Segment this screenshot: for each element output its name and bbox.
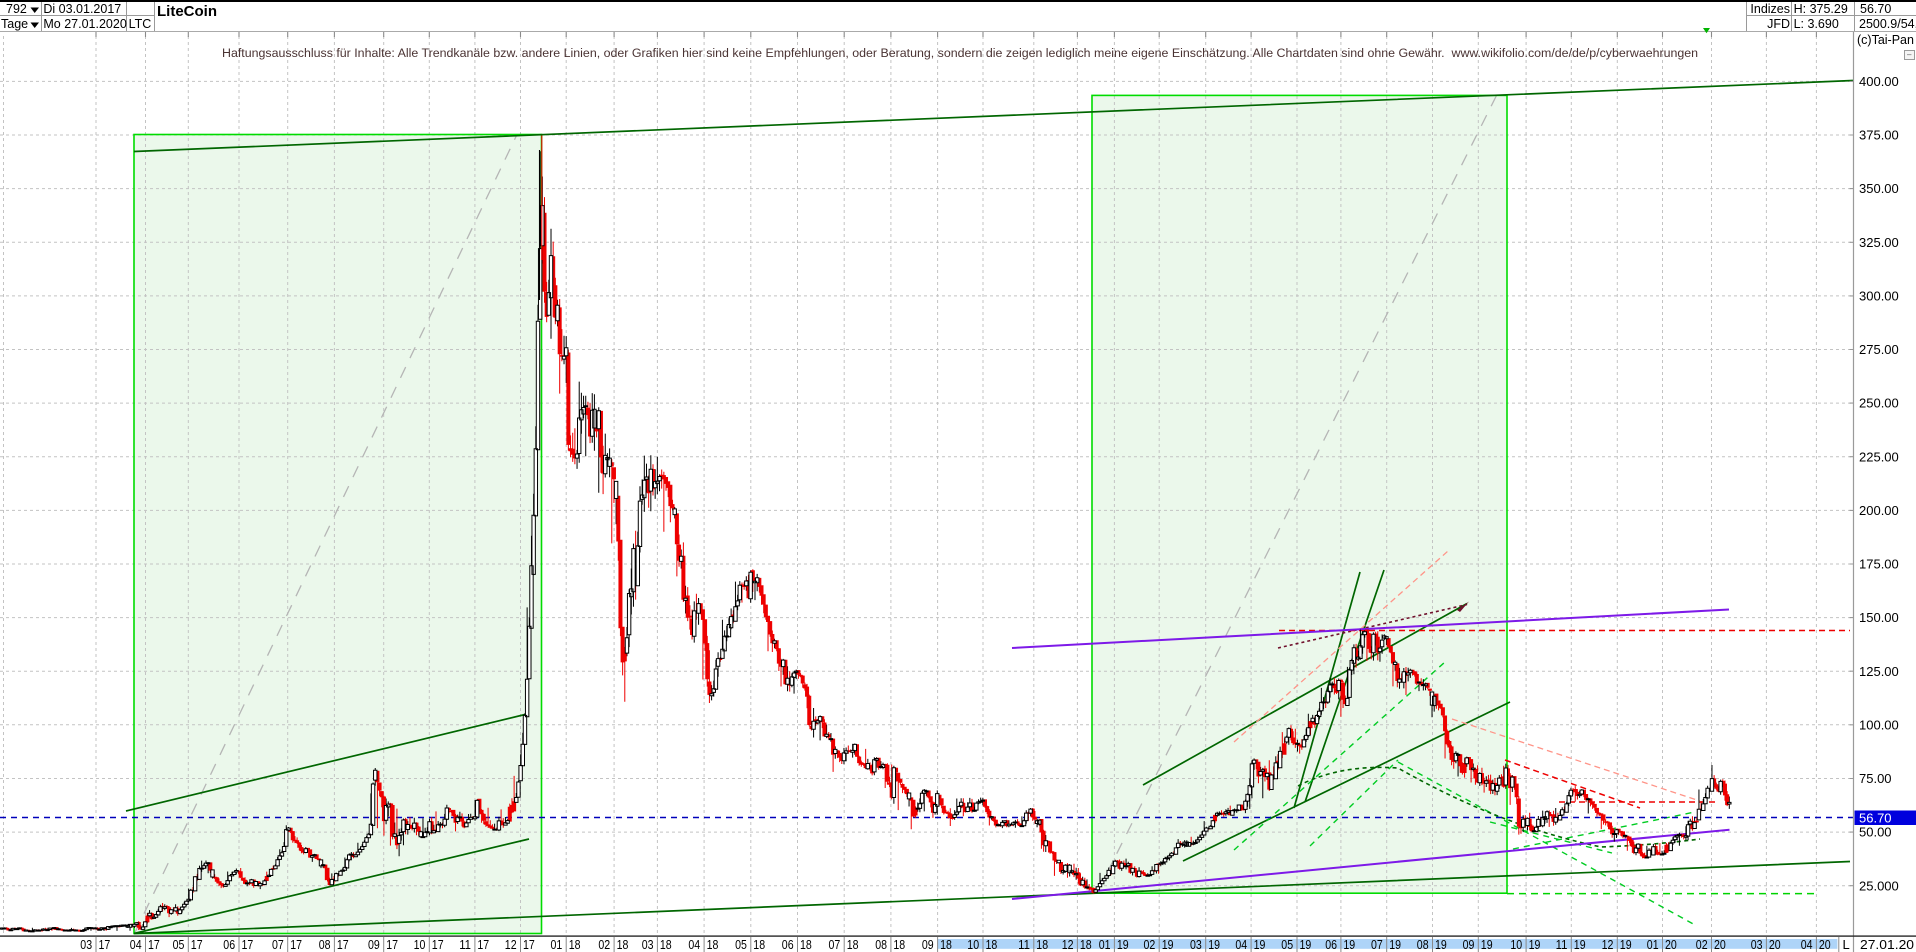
svg-text:06: 06 — [782, 937, 794, 952]
svg-text:10: 10 — [414, 937, 426, 952]
svg-text:18: 18 — [1036, 937, 1048, 952]
svg-text:18: 18 — [847, 937, 859, 952]
svg-text:20: 20 — [1769, 937, 1781, 952]
svg-text:27.01.20: 27.01.20 — [1860, 937, 1914, 952]
svg-text:10: 10 — [967, 937, 979, 952]
svg-text:09: 09 — [1463, 937, 1475, 952]
svg-text:19: 19 — [1529, 937, 1541, 952]
svg-text:18: 18 — [800, 937, 812, 952]
svg-text:01: 01 — [1099, 937, 1111, 952]
svg-text:17: 17 — [290, 937, 302, 952]
svg-text:01: 01 — [1647, 937, 1659, 952]
svg-text:17: 17 — [386, 937, 398, 952]
svg-text:05: 05 — [735, 937, 747, 952]
svg-text:03: 03 — [642, 937, 654, 952]
svg-text:18: 18 — [986, 937, 998, 952]
svg-text:18: 18 — [893, 937, 905, 952]
svg-text:17: 17 — [191, 937, 203, 952]
svg-text:20: 20 — [1665, 937, 1677, 952]
svg-text:100.00: 100.00 — [1859, 717, 1899, 732]
svg-text:09: 09 — [922, 937, 934, 952]
svg-text:175.00: 175.00 — [1859, 557, 1899, 572]
svg-text:04: 04 — [1801, 937, 1813, 952]
svg-text:07: 07 — [829, 937, 841, 952]
svg-text:19: 19 — [1574, 937, 1586, 952]
svg-text:12: 12 — [1062, 937, 1074, 952]
svg-text:56.70: 56.70 — [1859, 810, 1892, 825]
svg-text:350.00: 350.00 — [1859, 181, 1899, 196]
svg-text:10: 10 — [1510, 937, 1522, 952]
svg-text:11: 11 — [459, 937, 471, 952]
svg-text:02: 02 — [598, 937, 610, 952]
svg-text:275.00: 275.00 — [1859, 342, 1899, 357]
svg-text:07: 07 — [1371, 937, 1383, 952]
svg-text:03: 03 — [1190, 937, 1202, 952]
svg-text:03: 03 — [1751, 937, 1763, 952]
svg-text:06: 06 — [223, 937, 235, 952]
svg-text:19: 19 — [1389, 937, 1401, 952]
svg-text:20: 20 — [1819, 937, 1831, 952]
svg-text:18: 18 — [1080, 937, 1092, 952]
svg-text:07: 07 — [272, 937, 284, 952]
svg-text:17: 17 — [523, 937, 535, 952]
svg-text:75.00: 75.00 — [1859, 771, 1892, 786]
svg-text:19: 19 — [1208, 937, 1220, 952]
svg-text:19: 19 — [1435, 937, 1447, 952]
svg-text:18: 18 — [940, 937, 952, 952]
svg-text:18: 18 — [569, 937, 581, 952]
svg-text:03: 03 — [80, 937, 92, 952]
svg-text:17: 17 — [477, 937, 489, 952]
svg-text:19: 19 — [1620, 937, 1632, 952]
svg-text:17: 17 — [148, 937, 160, 952]
svg-text:300.00: 300.00 — [1859, 289, 1899, 304]
svg-text:18: 18 — [617, 937, 629, 952]
svg-text:08: 08 — [1417, 937, 1429, 952]
svg-text:250.00: 250.00 — [1859, 396, 1899, 411]
svg-text:125.00: 125.00 — [1859, 664, 1899, 679]
svg-text:375.00: 375.00 — [1859, 128, 1899, 143]
svg-text:19: 19 — [1343, 937, 1355, 952]
svg-text:05: 05 — [173, 937, 185, 952]
svg-text:18: 18 — [660, 937, 672, 952]
svg-text:01: 01 — [551, 937, 563, 952]
svg-text:18: 18 — [753, 937, 765, 952]
svg-text:04: 04 — [130, 937, 142, 952]
svg-text:325.00: 325.00 — [1859, 235, 1899, 250]
svg-text:17: 17 — [432, 937, 444, 952]
svg-text:19: 19 — [1254, 937, 1266, 952]
svg-text:17: 17 — [242, 937, 254, 952]
svg-text:400.00: 400.00 — [1859, 74, 1899, 89]
svg-text:L: L — [1843, 937, 1850, 952]
svg-text:05: 05 — [1281, 937, 1293, 952]
svg-text:19: 19 — [1481, 937, 1493, 952]
svg-text:02: 02 — [1144, 937, 1156, 952]
svg-text:11: 11 — [1556, 937, 1568, 952]
svg-text:08: 08 — [319, 937, 331, 952]
svg-text:20: 20 — [1714, 937, 1726, 952]
svg-text:04: 04 — [1235, 937, 1247, 952]
svg-text:19: 19 — [1162, 937, 1174, 952]
svg-text:50.00: 50.00 — [1859, 825, 1892, 840]
svg-text:150.00: 150.00 — [1859, 610, 1899, 625]
svg-text:17: 17 — [337, 937, 349, 952]
svg-text:25.000: 25.000 — [1859, 878, 1899, 893]
svg-text:17: 17 — [99, 937, 111, 952]
svg-text:06: 06 — [1325, 937, 1337, 952]
svg-text:09: 09 — [368, 937, 380, 952]
svg-text:225.00: 225.00 — [1859, 449, 1899, 464]
svg-text:08: 08 — [875, 937, 887, 952]
svg-text:19: 19 — [1300, 937, 1312, 952]
svg-text:200.00: 200.00 — [1859, 503, 1899, 518]
svg-text:02: 02 — [1696, 937, 1708, 952]
svg-text:18: 18 — [707, 937, 719, 952]
svg-text:12: 12 — [1602, 937, 1614, 952]
svg-text:11: 11 — [1018, 937, 1030, 952]
svg-text:12: 12 — [505, 937, 517, 952]
svg-text:19: 19 — [1117, 937, 1129, 952]
svg-text:04: 04 — [688, 937, 700, 952]
